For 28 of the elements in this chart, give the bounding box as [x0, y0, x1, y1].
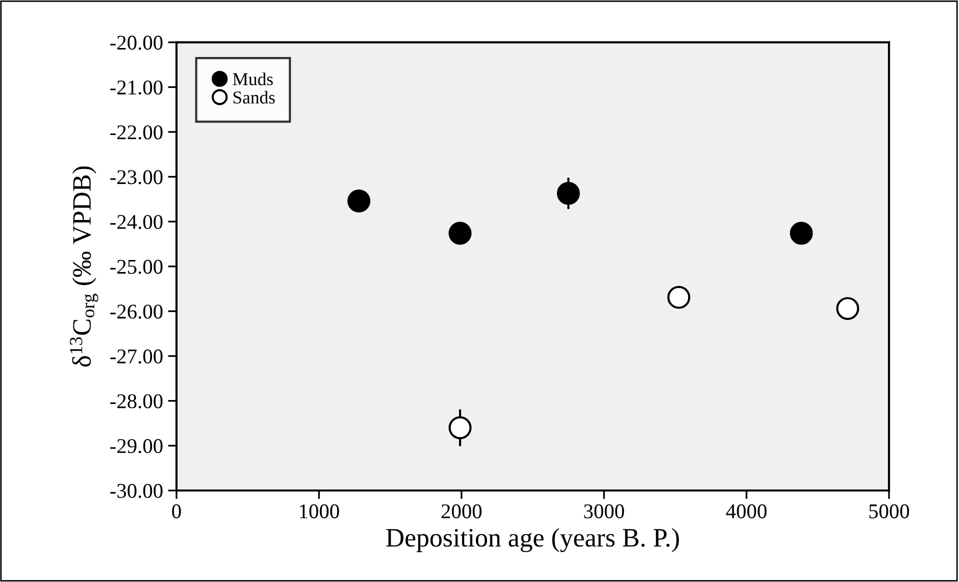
point [667, 286, 690, 309]
legend-label: Sands [234, 90, 275, 104]
point [448, 222, 472, 245]
y-tick-label: -23.00 [110, 170, 163, 184]
y-tick-label: -26.00 [110, 304, 163, 319]
point [448, 416, 472, 440]
y-tick-label: -29.00 [110, 439, 163, 454]
x-tick-label: 3000 [584, 504, 624, 518]
x-tick-label: 5000 [869, 504, 910, 518]
x-tick-label: 0 [172, 504, 181, 518]
point [556, 182, 580, 205]
x-tick-label: 1000 [300, 504, 340, 518]
legend-label: Muds [232, 72, 273, 86]
y-tick-label: -21.00 [110, 80, 163, 95]
point [836, 297, 860, 320]
y-tick-label: -25.00 [110, 260, 163, 274]
y-axis-title: δ$^{13}$C$_{org}$ (‰ VPDB) [70, 166, 98, 367]
y-tick-label: -28.00 [110, 394, 163, 408]
y-tick-label: -30.00 [110, 484, 163, 498]
point [790, 222, 813, 245]
y-tick-label: -20.00 [110, 36, 163, 50]
x-tick-label: 2000 [442, 504, 482, 518]
point [347, 190, 370, 212]
x-axis-title: Deposition age (years B. P.) [386, 528, 679, 552]
x-tick-label: 4000 [726, 504, 767, 518]
y-tick-label: -27.00 [110, 349, 163, 364]
y-tick-label: -24.00 [110, 214, 163, 230]
y-tick-label: -22.00 [110, 125, 163, 140]
